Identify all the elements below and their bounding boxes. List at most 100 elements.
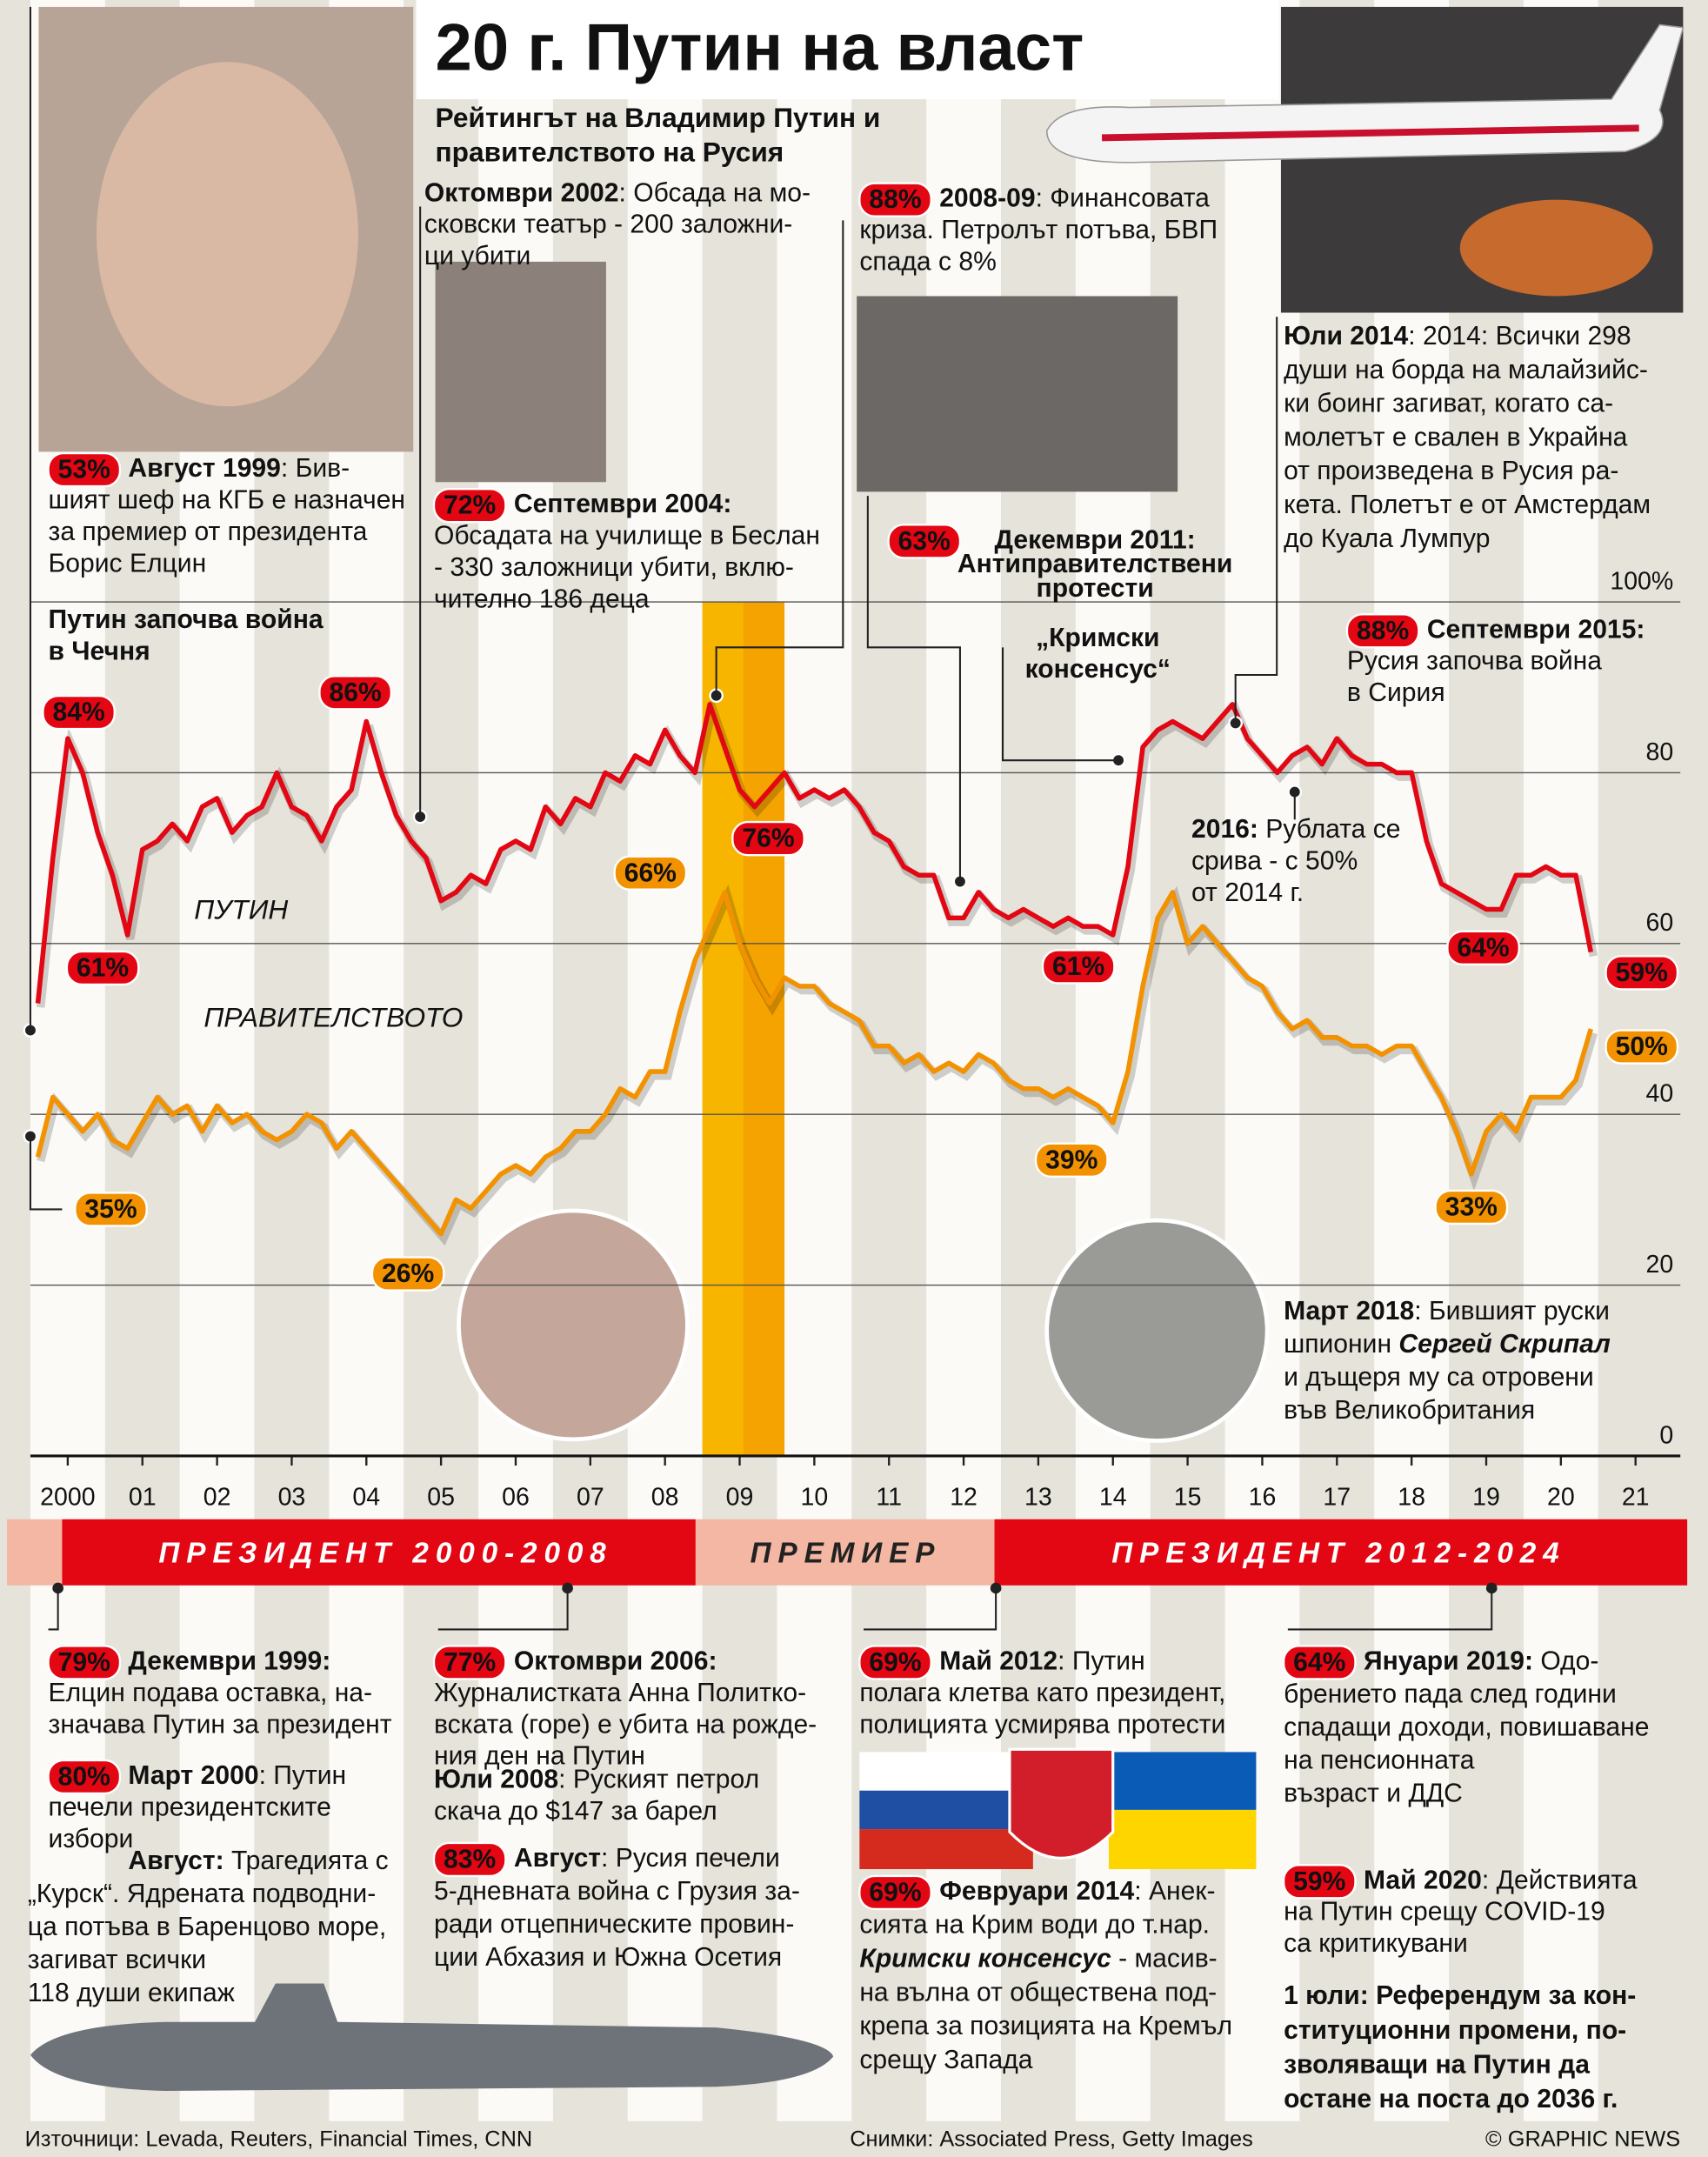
event-line: значава Путин за президент — [49, 1710, 392, 1739]
event-line: ци убити — [424, 242, 530, 270]
event-text: чително 186 деца — [434, 584, 650, 613]
term-band — [62, 1519, 696, 1586]
plane-stripe — [1101, 124, 1639, 142]
year-stripe — [627, 0, 703, 2121]
fire — [1459, 199, 1653, 297]
event-heading: Февруари 2014 — [939, 1877, 1134, 1906]
event-text: Февруари 2014: Анек- — [939, 1877, 1215, 1906]
pill — [858, 1645, 932, 1680]
terms-bar: ПРЕЗИДЕНТ 2000-2008 ПРЕМИЕР ПРЕЗИДЕНТ 20… — [7, 1519, 1688, 1631]
title: 20 г. Путин на власт — [436, 10, 1084, 84]
x-tick-label: 12 — [950, 1484, 977, 1512]
event-text: Борис Елцин — [49, 549, 207, 578]
event-line: шият шеф на КГБ е назначен — [49, 485, 405, 514]
submarine — [30, 1983, 834, 2091]
politkovskaya-photo — [457, 1208, 690, 1442]
pill — [65, 950, 140, 986]
series-name: ПРАВИТЕЛСТВОТО — [203, 1001, 463, 1032]
pill — [1041, 949, 1116, 985]
event-line: кета. Полетът е от Амстердам — [1284, 491, 1651, 519]
event-text: Януари 2019: Одо- — [1364, 1646, 1598, 1675]
event-text: възраст и ДДС — [1284, 1779, 1463, 1807]
event-text: - 330 заложници убити, вклю- — [434, 553, 794, 582]
event-heading: Путин започва война — [49, 605, 324, 634]
event-heading: Март 2018 — [1284, 1297, 1414, 1326]
event-text: до Куала Лумпур — [1284, 524, 1490, 553]
event-line: : Путин — [1057, 1646, 1145, 1675]
event-line: загиват всички — [28, 1946, 206, 1974]
x-tick-label: 11 — [876, 1484, 902, 1512]
event-heading: Октомври 2006: — [514, 1646, 717, 1675]
event-line: спада с 8% — [859, 247, 997, 276]
x-tick-label: 10 — [801, 1484, 829, 1512]
event-text: ния ден на Путин — [434, 1742, 645, 1771]
leader-dot — [52, 1582, 63, 1594]
event-text: избори — [49, 1825, 134, 1853]
event-emphasis: Кримски консенсус — [859, 1944, 1111, 1973]
event-text: от произведена в Русия ра- — [1284, 457, 1618, 485]
pill-label: 77% — [444, 1648, 496, 1677]
event-text: спадащи доходи, повишаване — [1284, 1713, 1649, 1741]
event-text: ради отцепническите провин- — [434, 1910, 794, 1939]
x-tick-label: 16 — [1249, 1484, 1277, 1512]
event-heading: 1 юли: Референдум за кон- — [1284, 1981, 1636, 2010]
event-text: Октомври 2002: Обсада на мо- — [424, 178, 811, 207]
event-line: възраст и ДДС — [1284, 1779, 1463, 1807]
x-tick-label: 09 — [726, 1484, 754, 1512]
sources: Източници: Levada, Reuters, Financial Ti… — [25, 2127, 533, 2152]
pill-label: 83% — [444, 1845, 496, 1873]
leader — [48, 1587, 59, 1631]
y-tick-label: 0 — [1659, 1421, 1673, 1449]
event-line: : Путин — [259, 1761, 347, 1790]
leader-dot — [1485, 1582, 1498, 1594]
event-heading: Юли 2008 — [434, 1766, 558, 1794]
year-stripe — [777, 0, 852, 2121]
event-line: Трагедията с — [224, 1846, 389, 1875]
event-text: вската (горе) е убита на рожде- — [434, 1710, 817, 1739]
event-line: от 2014 г. — [1191, 878, 1304, 907]
leader — [29, 1136, 63, 1211]
term-label: ПРЕЗИДЕНТ 2000-2008 — [158, 1538, 612, 1570]
pill — [1434, 1189, 1509, 1225]
event-line: : Обсада на мо- — [619, 178, 811, 207]
event-line: вската (горе) е убита на рожде- — [434, 1710, 817, 1739]
pill-label: 64% — [1293, 1648, 1345, 1677]
event-text: за премиер от президента — [49, 518, 368, 546]
event-text: „Курск“. Ядрената подводни- — [28, 1880, 376, 1908]
event-text: кета. Полетът е от Амстердам — [1284, 491, 1651, 519]
event-text: срещу Запада — [859, 2046, 1032, 2074]
x-tick-label: 03 — [278, 1484, 306, 1512]
event-text: на вълна от обществена под- — [859, 1978, 1217, 2007]
event-line: в Сирия — [1347, 678, 1445, 707]
event-line: печели президентските — [49, 1793, 331, 1821]
x-tick-label: 04 — [352, 1484, 380, 1512]
pill-label: 69% — [869, 1878, 921, 1907]
event-line: Елцин подава оставка, на- — [49, 1679, 373, 1707]
event-heading: Декември 1999: — [128, 1646, 330, 1675]
event-text: загиват всички — [28, 1946, 206, 1974]
event-text: Обсадата на училище в Беслан — [434, 522, 820, 551]
pill — [887, 524, 962, 559]
event-heading: Декември 2011: — [995, 525, 1196, 554]
theater-photo — [435, 261, 606, 483]
event-line: Журналистката Анна Политко- — [434, 1679, 806, 1707]
leader — [1234, 317, 1278, 724]
pill-label: 61% — [1052, 952, 1104, 981]
event-text: крепа за позицията на Кремъл — [859, 2012, 1232, 2040]
pill-label: 69% — [869, 1648, 921, 1677]
pill — [47, 1759, 122, 1795]
event-text: молетът е свален в Украйна — [1284, 423, 1628, 451]
event-line: : Анек- — [1134, 1877, 1215, 1906]
gasmask-photo — [1044, 1218, 1270, 1443]
year-stripe — [1374, 0, 1450, 2121]
event-line: скача до $147 за барел — [434, 1797, 717, 1826]
event-emphasis: Сергей Скрипал — [1398, 1330, 1611, 1359]
pill — [1282, 1864, 1357, 1900]
event-text: полага клетва като президент, — [859, 1679, 1225, 1707]
event-line: Обсадата на училище в Беслан — [434, 522, 820, 551]
pill — [1446, 930, 1520, 966]
event-heading: 2008-09 — [939, 184, 1035, 213]
event-text: Юли 2008: Руският петрол — [434, 1766, 759, 1794]
plot: 2000 01 02 03 04 05 06 07 08 09 10 11 12 13 14 15 16 17 18… — [23, 567, 1681, 1512]
event-heading: Януари 2019: — [1364, 1646, 1533, 1675]
